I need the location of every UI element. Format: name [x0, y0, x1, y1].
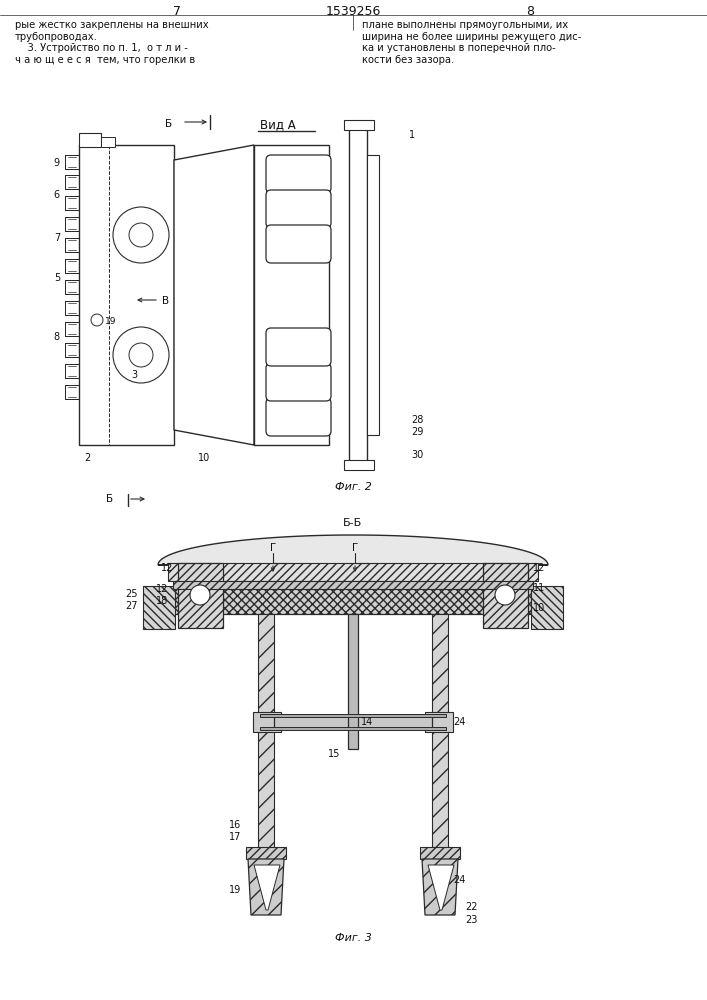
Bar — [65, 238, 79, 252]
Bar — [344, 120, 374, 130]
Bar — [254, 145, 329, 445]
Polygon shape — [158, 535, 548, 565]
Text: Г: Г — [270, 543, 276, 553]
Bar — [173, 581, 533, 589]
Text: плане выполнены прямоугольными, их
ширина не более ширины режущего дис-
ка и уст: плане выполнены прямоугольными, их ширин… — [362, 20, 581, 65]
Bar — [173, 586, 533, 614]
Bar — [348, 614, 358, 749]
Text: 12: 12 — [156, 584, 168, 594]
Text: 25: 25 — [126, 589, 138, 599]
Bar — [79, 133, 101, 147]
Bar — [253, 712, 281, 732]
Bar — [258, 614, 274, 855]
Text: Б-Б: Б-Б — [344, 518, 363, 528]
Text: 22: 22 — [465, 902, 477, 912]
Text: Вид А: Вид А — [260, 118, 296, 131]
Text: 14: 14 — [361, 717, 373, 727]
Polygon shape — [248, 859, 284, 915]
Text: 12: 12 — [533, 563, 545, 573]
Bar — [531, 586, 563, 629]
FancyBboxPatch shape — [266, 398, 331, 436]
Bar — [65, 280, 79, 294]
Text: 19: 19 — [229, 885, 241, 895]
Bar — [344, 460, 374, 470]
FancyBboxPatch shape — [266, 225, 331, 263]
Bar — [65, 259, 79, 273]
Text: 19: 19 — [105, 318, 117, 326]
Text: рые жестко закреплены на внешних
трубопроводах.
    3. Устройство по п. 1,  о т : рые жестко закреплены на внешних трубопр… — [15, 20, 209, 65]
Text: 12: 12 — [160, 563, 173, 573]
Bar — [65, 175, 79, 189]
Text: 8: 8 — [54, 332, 60, 342]
Bar — [246, 847, 286, 859]
Text: 3: 3 — [131, 370, 137, 380]
Text: 10: 10 — [198, 453, 210, 463]
Text: 15: 15 — [328, 749, 340, 759]
Text: 6: 6 — [54, 190, 60, 200]
Bar — [65, 364, 79, 378]
FancyBboxPatch shape — [266, 190, 331, 228]
Bar — [178, 563, 223, 628]
Bar — [65, 196, 79, 210]
Text: Б: Б — [165, 119, 172, 129]
Bar — [432, 614, 448, 855]
Bar — [65, 385, 79, 399]
Text: Г: Г — [352, 543, 358, 553]
Polygon shape — [428, 865, 454, 910]
Text: 24: 24 — [453, 875, 465, 885]
Bar — [349, 125, 367, 465]
Bar — [168, 563, 538, 581]
Text: 1: 1 — [409, 130, 415, 140]
Text: 24: 24 — [453, 717, 465, 727]
Bar — [425, 712, 453, 732]
Bar — [260, 727, 446, 730]
Text: 27: 27 — [126, 601, 138, 611]
Text: 5: 5 — [54, 273, 60, 283]
Bar — [65, 155, 79, 169]
Bar — [274, 715, 432, 729]
Text: 11: 11 — [533, 583, 545, 593]
Text: 28: 28 — [411, 415, 423, 425]
Bar — [65, 322, 79, 336]
Polygon shape — [174, 145, 254, 445]
Bar — [65, 301, 79, 315]
FancyBboxPatch shape — [266, 155, 331, 193]
Text: Фиг. 2: Фиг. 2 — [334, 482, 371, 492]
Text: 23: 23 — [465, 915, 477, 925]
FancyBboxPatch shape — [266, 328, 331, 366]
Text: 1539256: 1539256 — [325, 5, 380, 18]
Text: 30: 30 — [411, 450, 423, 460]
Text: 10: 10 — [533, 603, 545, 613]
Text: 8: 8 — [526, 5, 534, 18]
Text: 7: 7 — [173, 5, 181, 18]
Text: 9: 9 — [54, 158, 60, 168]
Circle shape — [495, 585, 515, 605]
Text: 2: 2 — [84, 453, 90, 463]
Bar — [260, 714, 446, 717]
Text: Фиг. 3: Фиг. 3 — [334, 933, 371, 943]
Bar — [143, 586, 175, 629]
Text: В: В — [162, 296, 169, 306]
FancyBboxPatch shape — [266, 363, 331, 401]
Bar — [367, 155, 379, 435]
Text: 18: 18 — [156, 596, 168, 606]
Bar — [79, 145, 174, 445]
Text: 7: 7 — [54, 233, 60, 243]
Bar — [65, 217, 79, 231]
Text: 17: 17 — [228, 832, 241, 842]
Text: 29: 29 — [411, 427, 423, 437]
Text: 16: 16 — [229, 820, 241, 830]
Text: Б: Б — [107, 494, 114, 504]
Bar — [483, 563, 528, 628]
Bar — [65, 343, 79, 357]
Polygon shape — [422, 859, 458, 915]
Bar — [101, 137, 115, 147]
Polygon shape — [254, 865, 280, 910]
Circle shape — [190, 585, 210, 605]
Bar — [420, 847, 460, 859]
